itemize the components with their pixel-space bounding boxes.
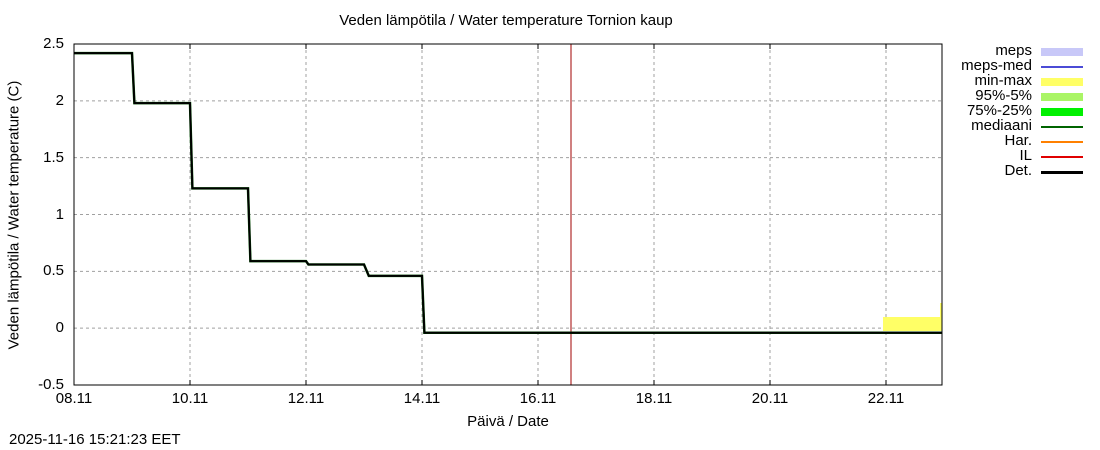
x-tick-label: 14.11 (403, 390, 441, 407)
legend-swatch (1041, 170, 1083, 174)
legend-swatch (1041, 141, 1083, 143)
y-tick-label: -0.5 (38, 376, 64, 393)
legend-swatch (1041, 78, 1083, 86)
x-tick-label: 10.11 (171, 390, 209, 407)
legend-swatch (1041, 108, 1083, 116)
x-tick-label: 08.11 (55, 390, 93, 407)
legend-label: min-max (974, 72, 1032, 89)
x-axis-label: Päivä / Date (467, 413, 549, 430)
min-max-band (883, 317, 942, 331)
x-tick-label: 18.11 (635, 390, 673, 407)
timestamp: 2025-11-16 15:21:23 EET (9, 431, 181, 448)
y-tick-label: 1.5 (43, 148, 64, 166)
legend-swatch (1041, 156, 1083, 158)
y-tick-label: 0 (55, 319, 64, 337)
x-tick-label: 22.11 (867, 390, 905, 407)
y-tick-label: 1 (55, 205, 64, 223)
y-tick-label: 2.5 (43, 35, 64, 52)
legend-swatch (1041, 48, 1083, 56)
legend-label: meps-med (961, 57, 1032, 74)
y-tick-label: 2 (55, 91, 64, 109)
legend-label: mediaani (971, 117, 1032, 134)
legend-label: 75%-25% (966, 102, 1032, 119)
x-tick-label: 20.11 (751, 390, 789, 407)
legend-label: meps (995, 42, 1032, 59)
legend-swatch (1041, 126, 1083, 128)
x-tick-label: 16.11 (519, 390, 557, 407)
legend-label: IL (1019, 147, 1032, 164)
chart-title: Veden lämpötila / Water temperature Torn… (339, 12, 673, 29)
y-tick-label: 0.5 (43, 262, 64, 280)
plot-border (73, 43, 943, 386)
legend-label: Det. (1004, 162, 1032, 179)
mediaani-line (74, 51, 942, 334)
legend-swatch (1041, 93, 1083, 101)
legend-label: Har. (1004, 132, 1032, 149)
legend-swatch (1041, 66, 1083, 68)
x-tick-label: 12.11 (287, 390, 325, 407)
det-line (74, 52, 942, 334)
legend-label: 95%-5% (975, 87, 1032, 104)
